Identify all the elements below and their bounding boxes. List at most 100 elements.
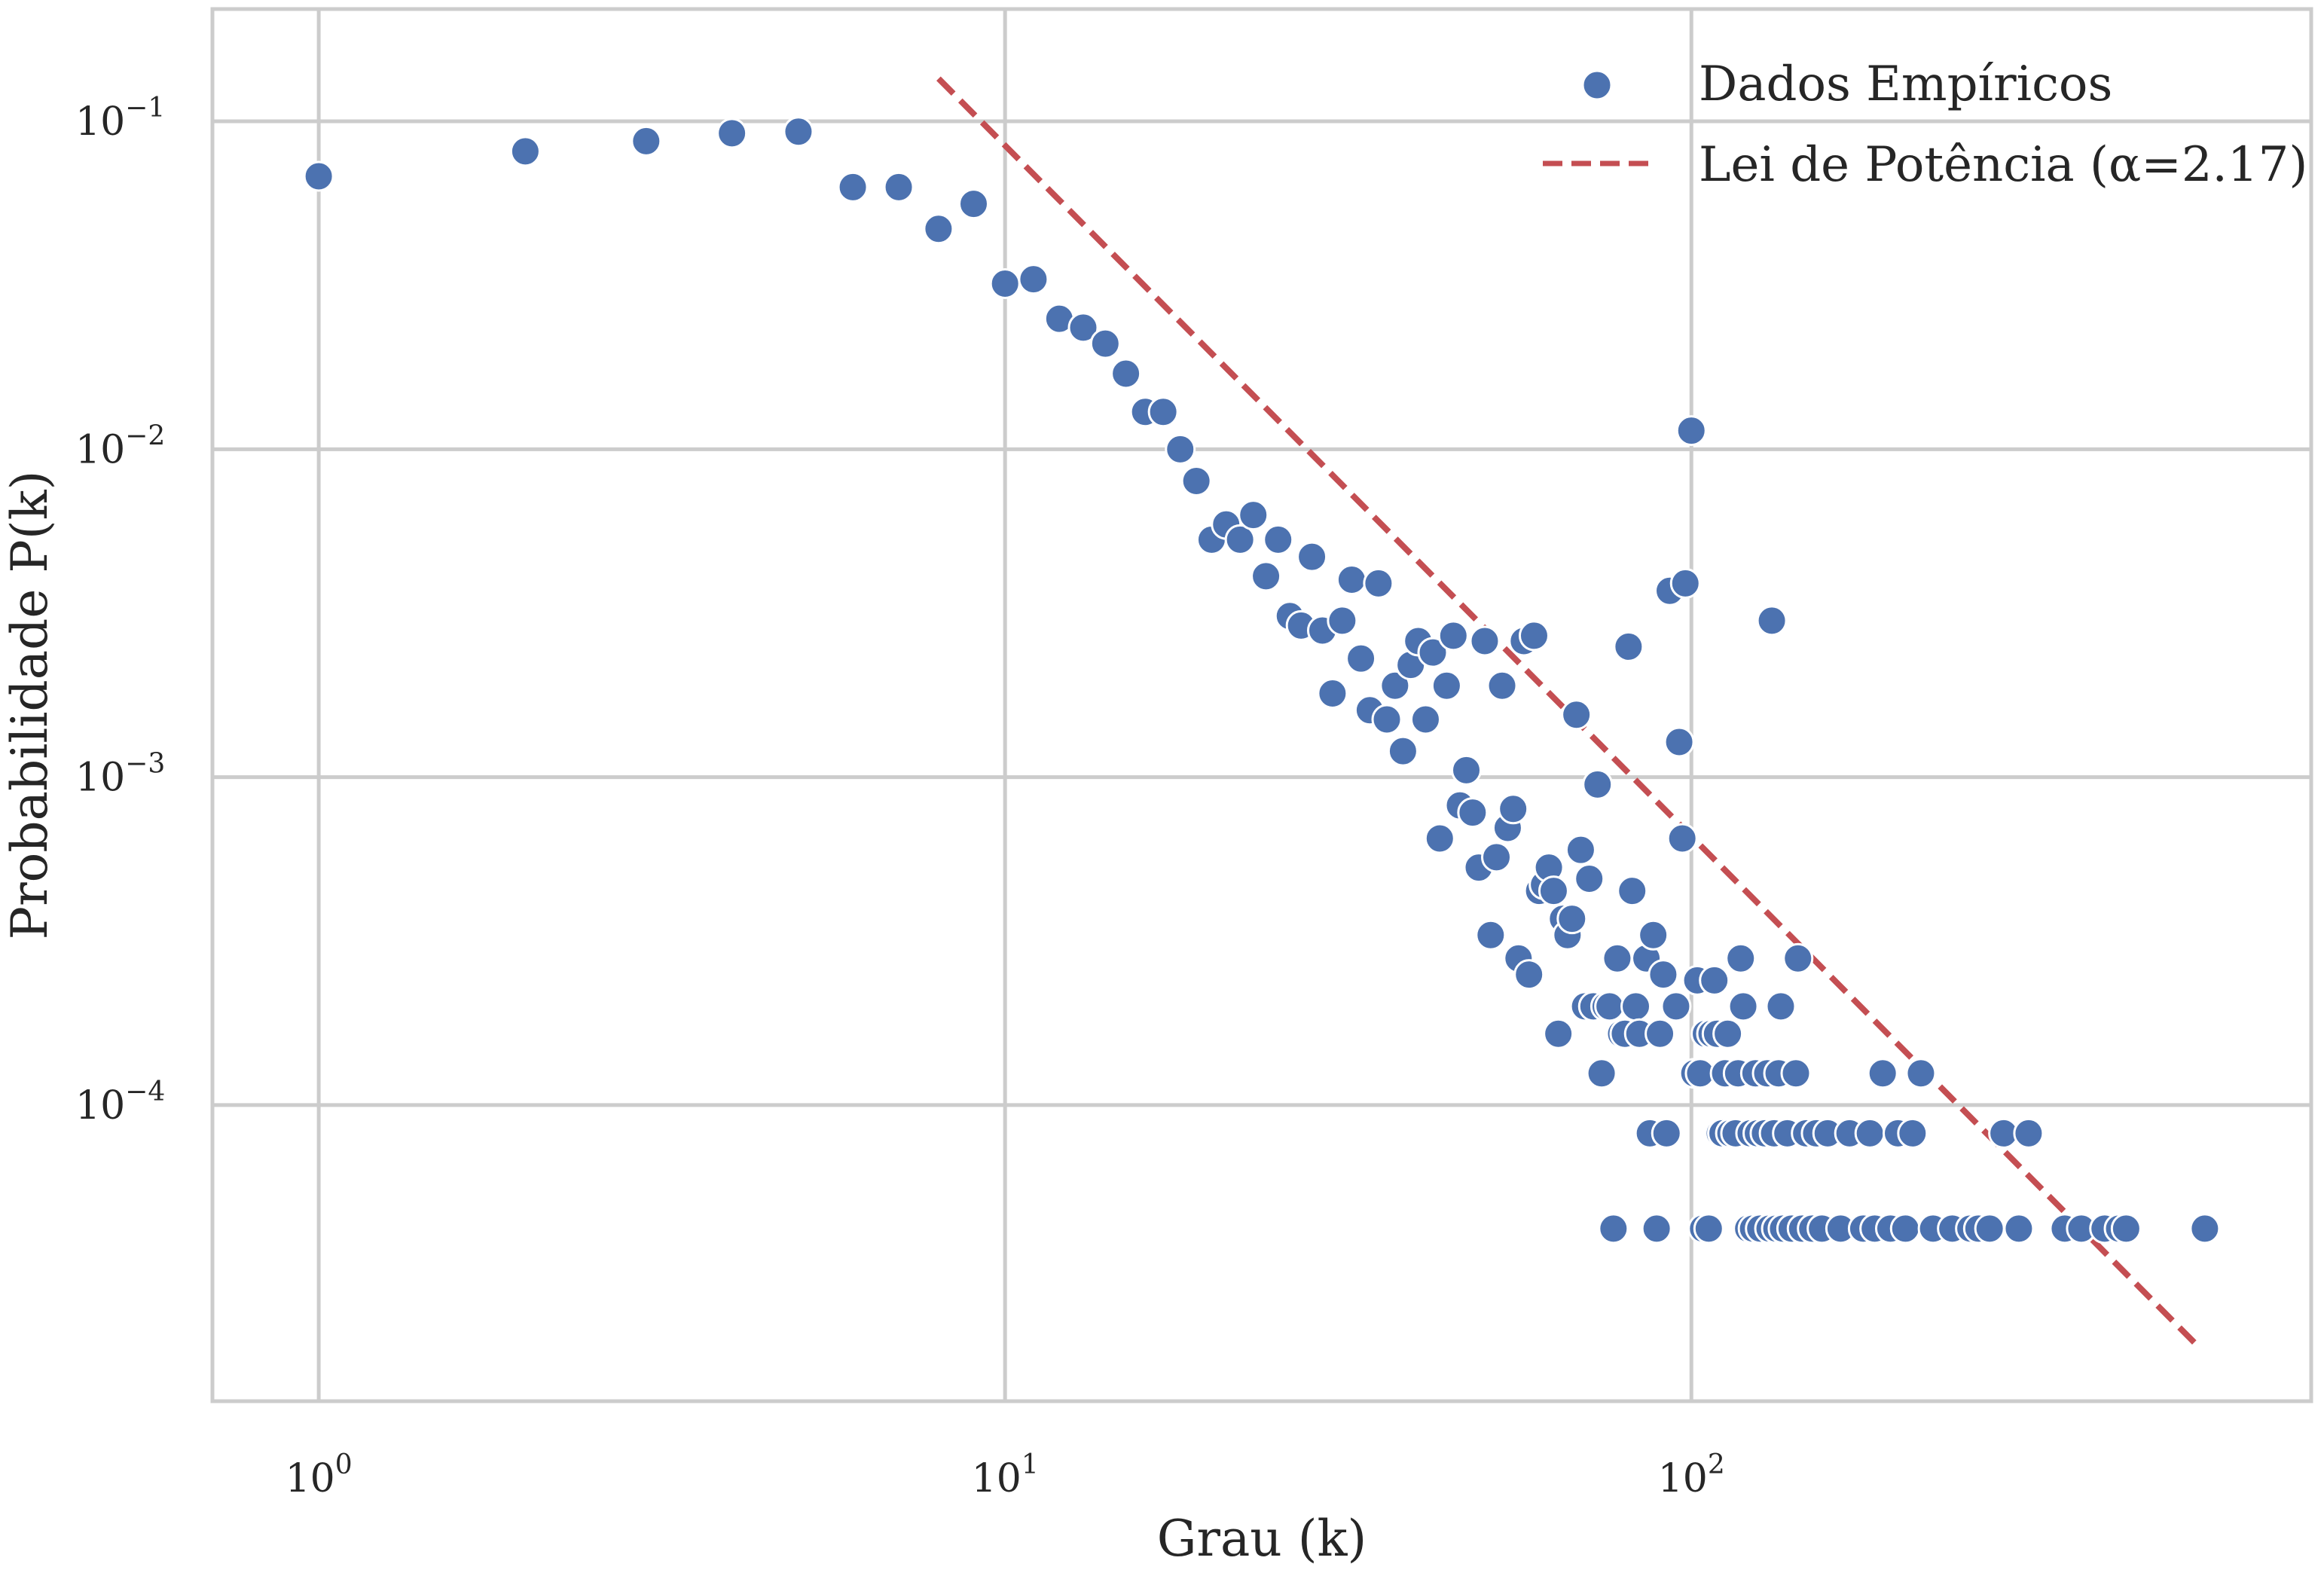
data-point-51	[1480, 841, 1512, 873]
data-point-133	[1782, 942, 1814, 974]
data-point-41	[1417, 637, 1449, 668]
data-point-5	[837, 171, 869, 203]
data-point-67	[1561, 699, 1593, 731]
data-point-30	[1327, 605, 1358, 637]
data-point-4	[783, 116, 814, 148]
data-point-21	[1224, 524, 1256, 555]
data-point-94	[1666, 823, 1698, 854]
x-tick-label-0: 100	[286, 1449, 353, 1501]
data-point-95	[1669, 567, 1701, 599]
scatter-points	[303, 116, 2221, 1245]
data-point-32	[1345, 643, 1377, 674]
data-point-37	[1387, 735, 1419, 767]
data-point-81	[1617, 875, 1648, 907]
y-axis-label: Probabilidade P(k)	[1, 471, 59, 940]
data-point-66	[1556, 903, 1588, 935]
y-tick-label-2: 10−3	[75, 749, 165, 801]
data-point-86	[1638, 919, 1669, 951]
data-point-76	[1598, 1213, 1629, 1245]
data-point-158	[2013, 1117, 2045, 1149]
data-point-57	[1513, 959, 1545, 991]
data-point-31	[1336, 564, 1367, 596]
data-point-29	[1317, 678, 1348, 710]
data-point-124	[1756, 605, 1788, 637]
data-point-49	[1469, 625, 1501, 657]
data-point-114	[1727, 991, 1759, 1022]
data-point-149	[1897, 1117, 1929, 1149]
data-point-102	[1693, 1213, 1724, 1245]
y-tick-label-3: 10−4	[75, 1077, 165, 1128]
data-point-77	[1602, 942, 1633, 974]
data-point-145	[1867, 1058, 1898, 1089]
data-point-75	[1594, 991, 1626, 1022]
data-point-92	[1660, 991, 1692, 1022]
data-point-62	[1538, 875, 1569, 907]
data-point-14	[1110, 358, 1142, 389]
data-point-163	[2110, 1213, 2142, 1245]
data-point-27	[1296, 541, 1328, 573]
data-point-24	[1263, 524, 1294, 555]
x-tick-labels: 100 101 102	[286, 1449, 1725, 1501]
data-point-82	[1620, 991, 1652, 1022]
data-point-68	[1565, 834, 1596, 866]
data-point-16	[1147, 396, 1179, 428]
legend-label-empirical: Dados Empíricos	[1699, 56, 2112, 112]
data-point-155	[1974, 1213, 2005, 1245]
legend: Dados Empíricos Lei de Potência (α=2.17)	[1543, 56, 2307, 193]
y-tick-label-0: 10−1	[75, 93, 165, 145]
legend-marker-empirical	[1581, 69, 1613, 101]
data-point-52	[1486, 670, 1518, 701]
data-point-23	[1251, 560, 1282, 592]
data-point-34	[1363, 567, 1394, 599]
data-point-87	[1641, 1213, 1672, 1245]
data-point-6	[883, 171, 915, 203]
x-axis-label: Grau (k)	[1157, 1510, 1367, 1568]
y-tick-labels: 10−1 10−2 10−3 10−4	[75, 93, 165, 1128]
data-point-2	[631, 125, 662, 157]
data-point-22	[1238, 499, 1269, 531]
data-point-9	[989, 267, 1021, 299]
data-point-54	[1498, 793, 1529, 825]
data-point-46	[1450, 754, 1482, 786]
data-point-128	[1765, 991, 1797, 1022]
data-point-35	[1371, 704, 1403, 735]
data-point-143	[1854, 1117, 1886, 1149]
data-point-164	[2189, 1213, 2221, 1245]
data-point-8	[957, 188, 989, 220]
data-point-96	[1675, 415, 1707, 447]
data-point-93	[1663, 726, 1695, 758]
data-point-13	[1089, 328, 1121, 359]
data-point-50	[1475, 919, 1507, 951]
data-point-10	[1018, 264, 1049, 295]
data-point-150	[1905, 1058, 1937, 1089]
x-tick-label-2: 102	[1658, 1449, 1725, 1501]
data-point-113	[1725, 942, 1757, 974]
data-point-7	[923, 213, 954, 245]
data-point-104	[1699, 964, 1730, 996]
data-point-1	[509, 136, 541, 167]
data-point-157	[2003, 1213, 2035, 1245]
data-point-3	[716, 118, 748, 149]
data-point-43	[1431, 670, 1462, 701]
data-point-12	[1067, 312, 1099, 344]
data-point-17	[1165, 433, 1196, 465]
plot-frame	[210, 7, 2313, 1403]
data-point-44	[1437, 620, 1469, 652]
data-point-40	[1409, 704, 1441, 735]
data-point-90	[1651, 1117, 1682, 1149]
y-tick-label-1: 10−2	[75, 420, 165, 472]
data-point-148	[1889, 1213, 1921, 1245]
data-point-88	[1645, 1018, 1676, 1049]
data-point-58	[1518, 620, 1550, 652]
grid	[212, 9, 2311, 1401]
data-point-36	[1379, 670, 1411, 701]
data-point-70	[1574, 863, 1605, 894]
data-point-109	[1712, 1018, 1744, 1049]
data-point-73	[1586, 1058, 1617, 1089]
data-point-72	[1582, 768, 1614, 800]
data-point-47	[1457, 797, 1489, 829]
x-tick-label-1: 101	[972, 1449, 1039, 1501]
data-point-0	[303, 160, 334, 192]
